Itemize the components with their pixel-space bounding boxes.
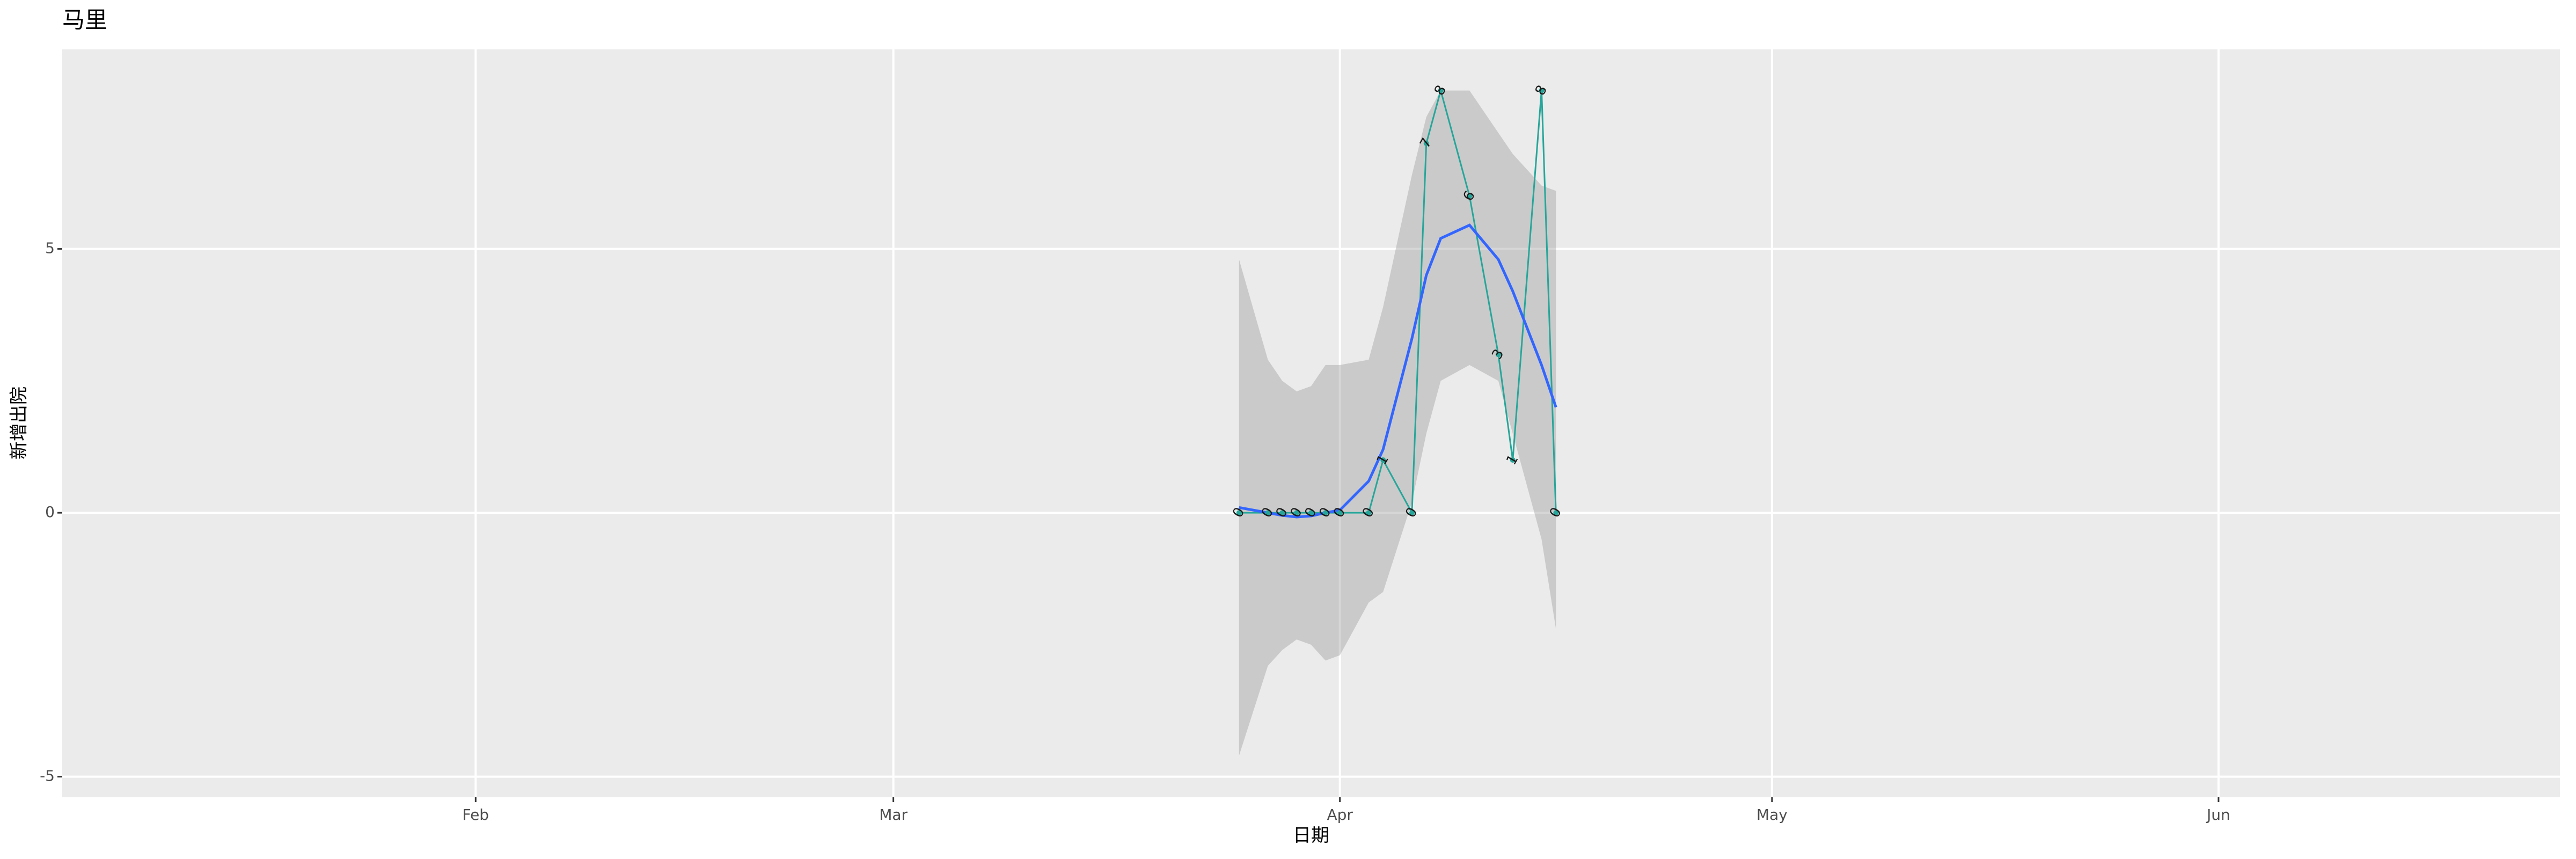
- data-point: [1337, 510, 1343, 516]
- y-tick-label: 0: [45, 503, 55, 521]
- data-point: [1467, 193, 1473, 199]
- data-point: [1322, 510, 1328, 516]
- data-point: [1294, 510, 1300, 516]
- chart-title: 马里: [62, 7, 107, 33]
- data-point: [1366, 510, 1372, 516]
- data-point: [1438, 88, 1444, 93]
- data-point: [1553, 510, 1559, 516]
- data-point: [1539, 88, 1545, 93]
- x-tick-label: Apr: [1327, 806, 1353, 824]
- x-tick-label: May: [1757, 806, 1788, 824]
- confidence-band: [1239, 90, 1556, 756]
- panel-background: [62, 49, 2560, 797]
- data-point: [1495, 352, 1501, 358]
- data-point: [1265, 510, 1271, 516]
- data-point: [1409, 510, 1415, 516]
- data-point: [1279, 510, 1285, 516]
- y-axis-title: 新增出院: [9, 387, 30, 460]
- data-point: [1380, 457, 1386, 463]
- x-tick-label: Feb: [463, 806, 489, 824]
- data-point: [1510, 457, 1516, 463]
- x-tick-label: Mar: [879, 806, 908, 824]
- data-point: [1423, 140, 1429, 146]
- x-tick-label: Jun: [2206, 806, 2230, 824]
- y-tick-label: 5: [45, 239, 55, 257]
- smooth-line: [1239, 223, 1557, 519]
- y-tick-label: -5: [40, 767, 55, 785]
- data-point: [1236, 510, 1242, 516]
- data-point: [1308, 510, 1314, 516]
- x-axis-title: 日期: [1293, 825, 1329, 847]
